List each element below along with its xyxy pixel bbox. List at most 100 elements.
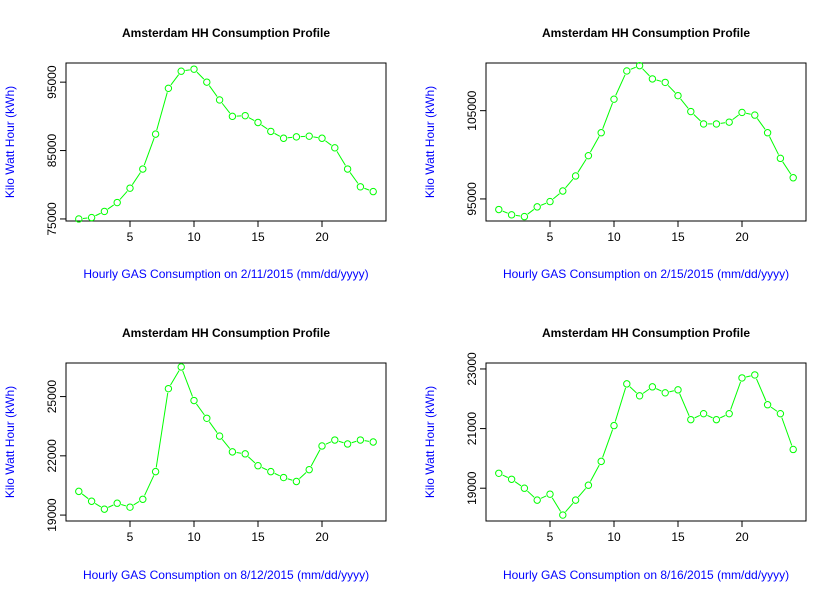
data-point xyxy=(343,440,352,448)
data-point xyxy=(495,205,503,214)
data-point xyxy=(369,438,377,446)
series-segment xyxy=(565,178,574,189)
series-segment xyxy=(310,449,321,467)
data-point xyxy=(623,380,631,388)
data-point xyxy=(789,174,797,182)
data-point xyxy=(725,118,733,126)
series-segment xyxy=(274,132,281,137)
data-point xyxy=(87,213,96,222)
series-segment xyxy=(745,375,751,378)
data-point xyxy=(725,409,733,418)
x-tick-label: 20 xyxy=(735,230,749,244)
x-axis-label: Hourly GAS Consumption on 2/11/2015 (mm/… xyxy=(83,267,368,281)
series-segment xyxy=(629,386,637,394)
data-point xyxy=(789,445,797,454)
series-segment xyxy=(325,441,332,445)
series-segment xyxy=(577,158,587,173)
chart-title: Amsterdam HH Consumption Profile xyxy=(542,326,750,340)
data-point xyxy=(292,133,301,141)
data-point xyxy=(279,134,288,142)
series-segment xyxy=(551,497,562,512)
data-point xyxy=(610,95,618,103)
y-tick-label: 19000 xyxy=(45,498,59,532)
series-segment xyxy=(756,118,766,130)
data-point xyxy=(151,467,160,476)
series-segment xyxy=(502,474,509,478)
series-segment xyxy=(680,98,689,109)
series-segment xyxy=(185,69,190,72)
series-segment xyxy=(248,117,255,121)
series-segment xyxy=(642,68,650,77)
series-segment xyxy=(107,204,115,210)
data-point xyxy=(215,432,224,440)
series-segment xyxy=(730,381,742,410)
data-point xyxy=(699,409,708,418)
series-segment xyxy=(182,370,193,397)
data-point xyxy=(267,127,275,136)
data-point xyxy=(241,450,249,458)
data-point xyxy=(751,371,759,379)
series-segment xyxy=(527,490,535,498)
data-point xyxy=(738,374,746,382)
data-point xyxy=(546,197,554,206)
series-segment xyxy=(94,503,102,508)
y-tick-label: 75000 xyxy=(45,202,59,236)
data-point xyxy=(113,198,121,207)
data-point xyxy=(356,436,365,444)
series-segment xyxy=(131,172,141,185)
data-point xyxy=(356,183,365,191)
chart-panel-3: Amsterdam HH Consumption Profile 5 10 15 20 1… xyxy=(3,326,387,582)
series-segment xyxy=(630,66,636,70)
series-segment xyxy=(95,212,101,217)
data-point xyxy=(113,499,121,507)
series-segment xyxy=(694,414,701,419)
x-tick-label: 15 xyxy=(251,230,265,244)
series-segment xyxy=(261,124,268,130)
series-segment xyxy=(170,370,180,386)
series-segment xyxy=(133,501,140,506)
data-point xyxy=(292,477,301,486)
series-segment xyxy=(707,414,713,419)
series-segment xyxy=(364,440,370,442)
y-axis-label: Kilo Watt Hour (kWh) xyxy=(3,386,17,498)
data-point xyxy=(164,384,173,393)
data-point xyxy=(75,487,83,496)
y-tick-label: 21000 xyxy=(465,412,479,446)
data-point xyxy=(305,132,313,140)
data-point xyxy=(203,78,211,86)
data-point xyxy=(571,172,580,180)
data-point xyxy=(151,130,160,138)
series-segment xyxy=(81,493,89,500)
series-segment xyxy=(514,481,522,487)
series-segment xyxy=(155,392,169,468)
series-segment xyxy=(247,456,256,464)
data-point xyxy=(674,91,682,100)
data-point xyxy=(584,151,593,160)
plot-frame xyxy=(485,362,807,522)
chart-panel-1: Amsterdam HH Consumption Profile 5 10 15 20 7… xyxy=(3,26,387,281)
data-point xyxy=(139,165,147,173)
x-tick-label: 15 xyxy=(251,530,265,544)
series-segment xyxy=(602,429,614,458)
data-point xyxy=(776,154,785,163)
series-segment xyxy=(527,209,535,215)
y-axis-label: Kilo Watt Hour (kWh) xyxy=(423,86,437,198)
x-tick-label: 10 xyxy=(187,530,201,544)
data-point xyxy=(687,415,695,424)
data-point xyxy=(254,118,262,127)
series-segment xyxy=(287,478,293,481)
series-segment xyxy=(540,495,547,499)
y-tick-label: 22000 xyxy=(45,439,59,473)
series-segment xyxy=(667,85,676,93)
data-point xyxy=(763,129,772,137)
x-tick-label: 5 xyxy=(547,230,554,244)
x-tick-label: 5 xyxy=(127,530,134,544)
data-point xyxy=(177,363,185,371)
y-tick-label: 19000 xyxy=(465,471,479,505)
data-point xyxy=(126,503,134,511)
data-point xyxy=(661,78,669,87)
series-segment xyxy=(299,472,307,480)
series-segment xyxy=(589,464,600,482)
data-point xyxy=(559,511,567,519)
